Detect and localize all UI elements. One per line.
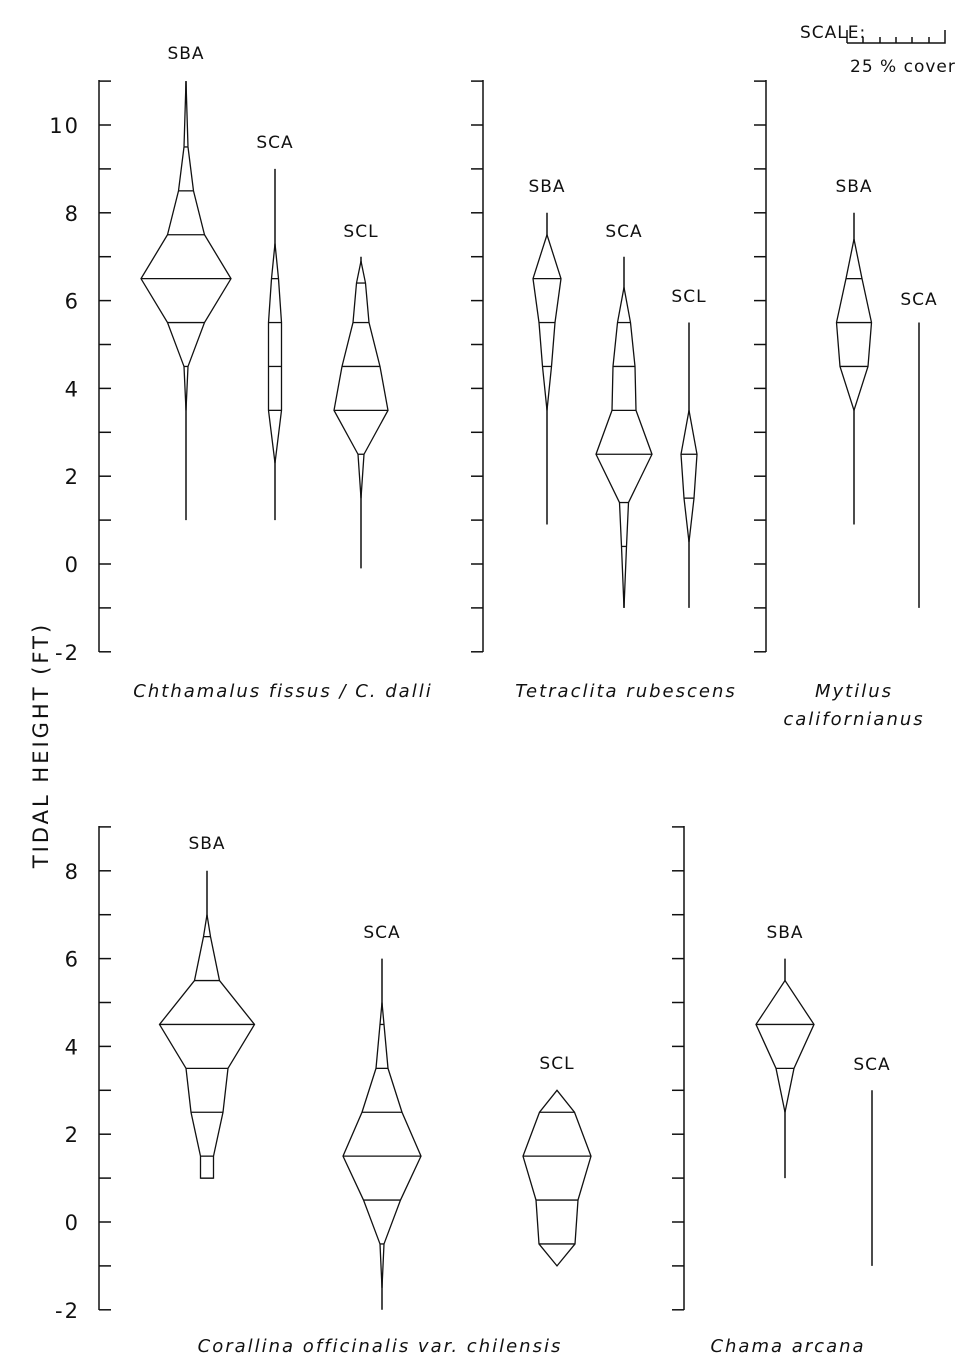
site-label: SBA xyxy=(835,177,872,197)
kite-bottom-1-sba xyxy=(755,958,815,1179)
y-axis-bottom-1 xyxy=(672,826,685,1311)
kite-top-1-sca xyxy=(595,256,653,608)
kite-top-0-scl xyxy=(333,256,389,569)
kite-shape xyxy=(522,1089,592,1267)
kite-top-0-sca xyxy=(267,168,283,521)
kite-bottom-0-sba xyxy=(158,870,256,1179)
site-label: SCL xyxy=(671,287,706,307)
kite-bottom-0-scl xyxy=(522,1089,592,1267)
y-axis-top-1 xyxy=(471,80,484,653)
site-label: SBA xyxy=(167,44,204,64)
kite-top-0-sba xyxy=(140,81,232,521)
species-name: Mytilus xyxy=(815,681,893,702)
y-tick-label: 8 xyxy=(65,202,80,226)
site-label: SCA xyxy=(853,1055,890,1075)
scale-label: SCALE: xyxy=(800,23,866,43)
y-tick-label: -2 xyxy=(55,1299,80,1323)
scale-caption: 25 % cover xyxy=(850,57,956,77)
kite-shape xyxy=(342,1002,422,1288)
site-label: SCL xyxy=(343,222,378,242)
species-name: Tetraclita rubescens xyxy=(515,681,737,702)
kite-bottom-0-sca xyxy=(342,958,422,1310)
y-tick-label: 8 xyxy=(65,860,80,884)
y-tick-label: 4 xyxy=(65,377,80,401)
site-label: SCA xyxy=(363,923,400,943)
kites-group xyxy=(140,81,920,1310)
kite-shape xyxy=(680,410,698,543)
site-label: SCA xyxy=(256,133,293,153)
y-tick-label: 4 xyxy=(65,1035,80,1059)
scale-legend: SCALE: 25 % cover xyxy=(800,23,956,77)
site-label: SBA xyxy=(188,834,225,854)
y-axis-top-2 xyxy=(754,80,767,653)
scale-bar xyxy=(846,30,946,44)
species-name: Corallina officinalis var. chilensis xyxy=(198,1336,563,1357)
site-label: SCA xyxy=(900,290,937,310)
species-name: Chthamalus fissus / C. dalli xyxy=(133,681,432,702)
y-axis-label: TIDAL HEIGHT (FT) xyxy=(29,622,53,869)
kite-shape xyxy=(158,914,256,1179)
y-tick-label: -2 xyxy=(55,641,80,665)
y-tick-label: 6 xyxy=(65,948,80,972)
site-label: SBA xyxy=(766,923,803,943)
labels-group: SBA SCA SCL Chthamalus fissus / C. dalli SBA… xyxy=(133,44,937,1357)
kite-shape xyxy=(755,979,815,1113)
species-name: Chama arcana xyxy=(710,1336,865,1357)
kite-shape xyxy=(333,260,389,499)
y-tick-label: 0 xyxy=(65,553,80,577)
species-name-line2: californianus xyxy=(783,709,924,730)
y-tick-label: 6 xyxy=(65,290,80,314)
kite-top-2-sba xyxy=(835,212,873,525)
y-tick-label: 2 xyxy=(65,465,80,489)
y-tick-label: 10 xyxy=(49,114,80,138)
kite-shape xyxy=(595,287,653,608)
y-axis-bottom-0: -2 0 2 4 6 8 xyxy=(55,826,111,1323)
kite-shape xyxy=(835,239,873,413)
y-tick-label: 0 xyxy=(65,1211,80,1235)
kite-shape xyxy=(267,243,283,464)
y-axis-top-0: -2 0 2 4 6 8 10 xyxy=(49,80,111,665)
axes-group: -2 0 2 4 6 8 10 -2 0 2 4 6 8 xyxy=(49,80,767,1323)
kite-top-1-scl xyxy=(680,322,698,608)
site-label: SCL xyxy=(539,1054,574,1074)
site-label: SCA xyxy=(605,222,642,242)
kite-top-1-sba xyxy=(532,212,562,525)
site-label: SBA xyxy=(528,177,565,197)
kite-shape xyxy=(140,81,232,411)
y-tick-label: 2 xyxy=(65,1123,80,1147)
